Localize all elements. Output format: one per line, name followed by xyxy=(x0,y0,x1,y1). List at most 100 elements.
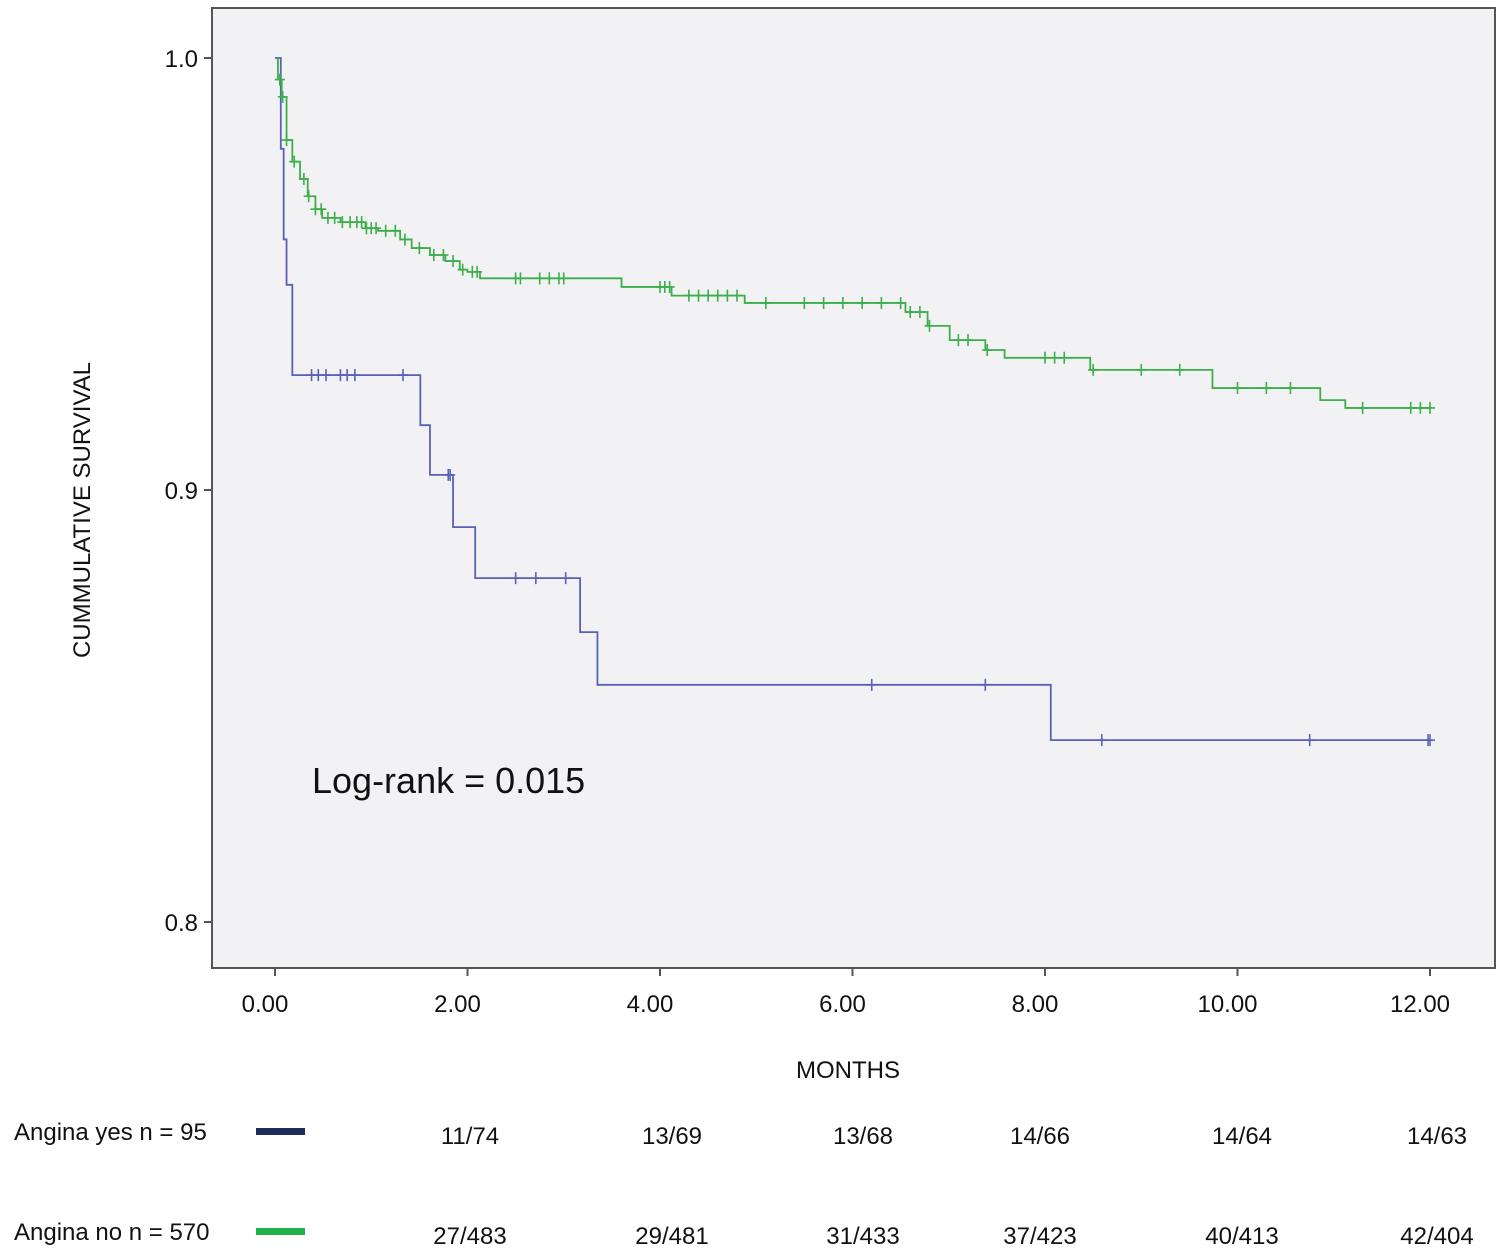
censor-mark xyxy=(895,296,906,309)
censor-mark xyxy=(560,572,571,585)
censor-mark xyxy=(380,224,391,237)
x-tick-label: 6.00 xyxy=(819,991,866,1018)
censor-mark xyxy=(1096,734,1107,747)
risk-table-cell: 40/413 xyxy=(1205,1223,1278,1250)
annotation-logrank: Log-rank = 0.015 xyxy=(312,760,585,801)
censor-mark xyxy=(329,211,340,224)
censor-mark xyxy=(760,296,771,309)
censor-mark xyxy=(982,344,993,357)
censor-mark xyxy=(1088,363,1099,376)
censor-mark xyxy=(980,678,991,691)
censor-mark xyxy=(371,222,382,235)
censor-mark xyxy=(914,306,925,319)
legend-swatch xyxy=(256,1128,305,1135)
censor-mark xyxy=(510,572,521,585)
x-axis-label: MONTHS xyxy=(796,1057,900,1084)
censor-mark xyxy=(1415,401,1426,414)
risk-table-cell: 37/423 xyxy=(1003,1223,1076,1250)
censor-mark xyxy=(924,319,935,332)
censor-mark xyxy=(1232,382,1243,395)
censor-mark xyxy=(457,263,468,276)
censor-mark xyxy=(515,272,526,285)
legend-label: Angina yes n = 95 xyxy=(14,1119,207,1146)
plot-area xyxy=(211,7,1496,969)
x-tick-label: 2.00 xyxy=(434,991,481,1018)
censor-mark xyxy=(1174,363,1185,376)
censor-mark xyxy=(534,272,545,285)
censor-mark xyxy=(558,272,569,285)
legend-label: Angina no n = 570 xyxy=(14,1219,210,1246)
censor-mark xyxy=(448,255,459,268)
censor-mark xyxy=(414,242,425,255)
censor-mark xyxy=(1425,401,1435,414)
x-tick-label: 8.00 xyxy=(1012,991,1059,1018)
censor-mark xyxy=(544,272,555,285)
y-tick-label: 0.9 xyxy=(165,478,198,505)
x-tick-label: 0.00 xyxy=(242,991,289,1018)
censor-mark xyxy=(837,296,848,309)
censor-mark xyxy=(472,265,483,278)
censor-mark xyxy=(664,280,675,293)
censor-mark xyxy=(1261,382,1272,395)
series-angina-no xyxy=(274,58,1435,414)
censor-mark xyxy=(530,572,541,585)
censor-mark xyxy=(1059,351,1070,364)
censor-mark xyxy=(1040,351,1050,364)
risk-table-cell: 14/64 xyxy=(1212,1123,1272,1150)
censor-mark xyxy=(905,306,916,319)
censor-mark xyxy=(683,289,694,302)
censor-mark xyxy=(349,369,360,382)
censor-mark xyxy=(866,678,877,691)
censor-mark xyxy=(281,134,292,147)
censor-mark xyxy=(1304,734,1315,747)
x-tick-label: 10.00 xyxy=(1197,991,1257,1018)
censor-mark xyxy=(1049,351,1060,364)
risk-table-cell: 14/66 xyxy=(1010,1123,1070,1150)
series-angina-yes xyxy=(275,57,1435,747)
censor-mark xyxy=(1285,382,1296,395)
censor-mark xyxy=(732,289,742,302)
censor-mark xyxy=(818,296,829,309)
censor-mark xyxy=(1425,734,1435,747)
censor-mark xyxy=(693,289,704,302)
censor-mark xyxy=(1405,401,1416,414)
censor-mark xyxy=(1357,401,1368,414)
risk-table-cell: 27/483 xyxy=(433,1223,506,1250)
risk-table-cell: 13/69 xyxy=(642,1123,702,1150)
censor-mark xyxy=(399,233,410,246)
y-tick-label: 1.0 xyxy=(165,46,198,73)
censor-mark xyxy=(799,296,810,309)
y-axis-label: CUMMULATIVE SURVIVAL xyxy=(69,362,96,658)
censor-mark xyxy=(298,172,309,185)
censor-mark xyxy=(428,248,439,261)
y-tick-label: 0.8 xyxy=(165,910,198,937)
censor-mark xyxy=(703,289,714,302)
censor-mark xyxy=(303,190,314,203)
censor-mark xyxy=(953,334,964,347)
risk-table-cell: 14/63 xyxy=(1407,1123,1467,1150)
censor-mark xyxy=(1136,363,1147,376)
risk-table-cell: 42/404 xyxy=(1400,1223,1473,1250)
survival-curve xyxy=(275,57,1430,742)
censor-mark xyxy=(445,468,456,481)
legend-swatch xyxy=(256,1228,305,1235)
censor-mark xyxy=(356,216,367,229)
risk-table-cell: 29/481 xyxy=(635,1223,708,1250)
risk-table-cell: 13/68 xyxy=(833,1123,893,1150)
censor-mark xyxy=(438,248,449,261)
censor-mark xyxy=(398,369,409,382)
x-tick-label: 4.00 xyxy=(627,991,674,1018)
censor-mark xyxy=(277,90,288,103)
censor-mark xyxy=(722,289,733,302)
censor-mark xyxy=(289,155,300,168)
censor-mark xyxy=(321,369,332,382)
censor-mark xyxy=(316,203,327,216)
censor-mark xyxy=(876,296,887,309)
censor-mark xyxy=(712,289,723,302)
censor-mark xyxy=(857,296,868,309)
censor-mark xyxy=(963,334,973,347)
risk-table-cell: 11/74 xyxy=(441,1123,499,1150)
censor-mark xyxy=(390,224,401,237)
